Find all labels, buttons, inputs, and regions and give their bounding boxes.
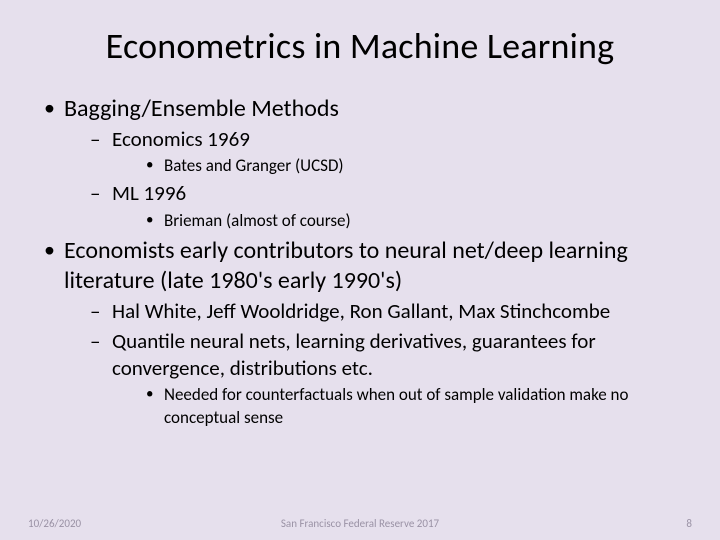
bullet-text: Bates and Granger (UCSD): [164, 155, 344, 176]
bullet-lvl1: Bagging/Ensemble Methods Economics 1969 …: [36, 94, 684, 232]
footer-date: 10/26/2020: [28, 517, 81, 530]
slide: Econometrics in Machine Learning Bagging…: [0, 0, 720, 540]
bullet-list: Bagging/Ensemble Methods Economics 1969 …: [36, 94, 684, 430]
bullet-lvl3: Bates and Granger (UCSD): [140, 155, 684, 178]
bullet-lvl1: Economists early contributors to neural …: [36, 236, 684, 430]
bullet-text: ML 1996: [112, 180, 186, 206]
bullet-text: Bagging/Ensemble Methods: [64, 94, 339, 123]
bullet-text: Quantile neural nets, learning derivativ…: [112, 328, 596, 381]
bullet-lvl3: Needed for counterfactuals when out of s…: [140, 384, 684, 430]
slide-footer: 10/26/2020 San Francisco Federal Reserve…: [0, 517, 720, 530]
bullet-text: Hal White, Jeff Wooldridge, Ron Gallant,…: [112, 298, 610, 324]
bullet-lvl3: Brieman (almost of course): [140, 210, 684, 233]
bullet-text: Economists early contributors to neural …: [64, 236, 628, 295]
bullet-text: Economics 1969: [112, 126, 250, 152]
bullet-text: Brieman (almost of course): [164, 210, 351, 231]
footer-center: San Francisco Federal Reserve 2017: [0, 517, 720, 530]
bullet-text: Needed for counterfactuals when out of s…: [164, 384, 628, 428]
bullet-lvl2: Quantile neural nets, learning derivativ…: [86, 328, 684, 430]
bullet-lvl2: Hal White, Jeff Wooldridge, Ron Gallant,…: [86, 298, 684, 325]
slide-title: Econometrics in Machine Learning: [36, 24, 684, 68]
bullet-lvl2: Economics 1969 Bates and Granger (UCSD): [86, 126, 684, 178]
footer-page-number: 8: [686, 517, 692, 530]
bullet-lvl2: ML 1996 Brieman (almost of course): [86, 180, 684, 232]
